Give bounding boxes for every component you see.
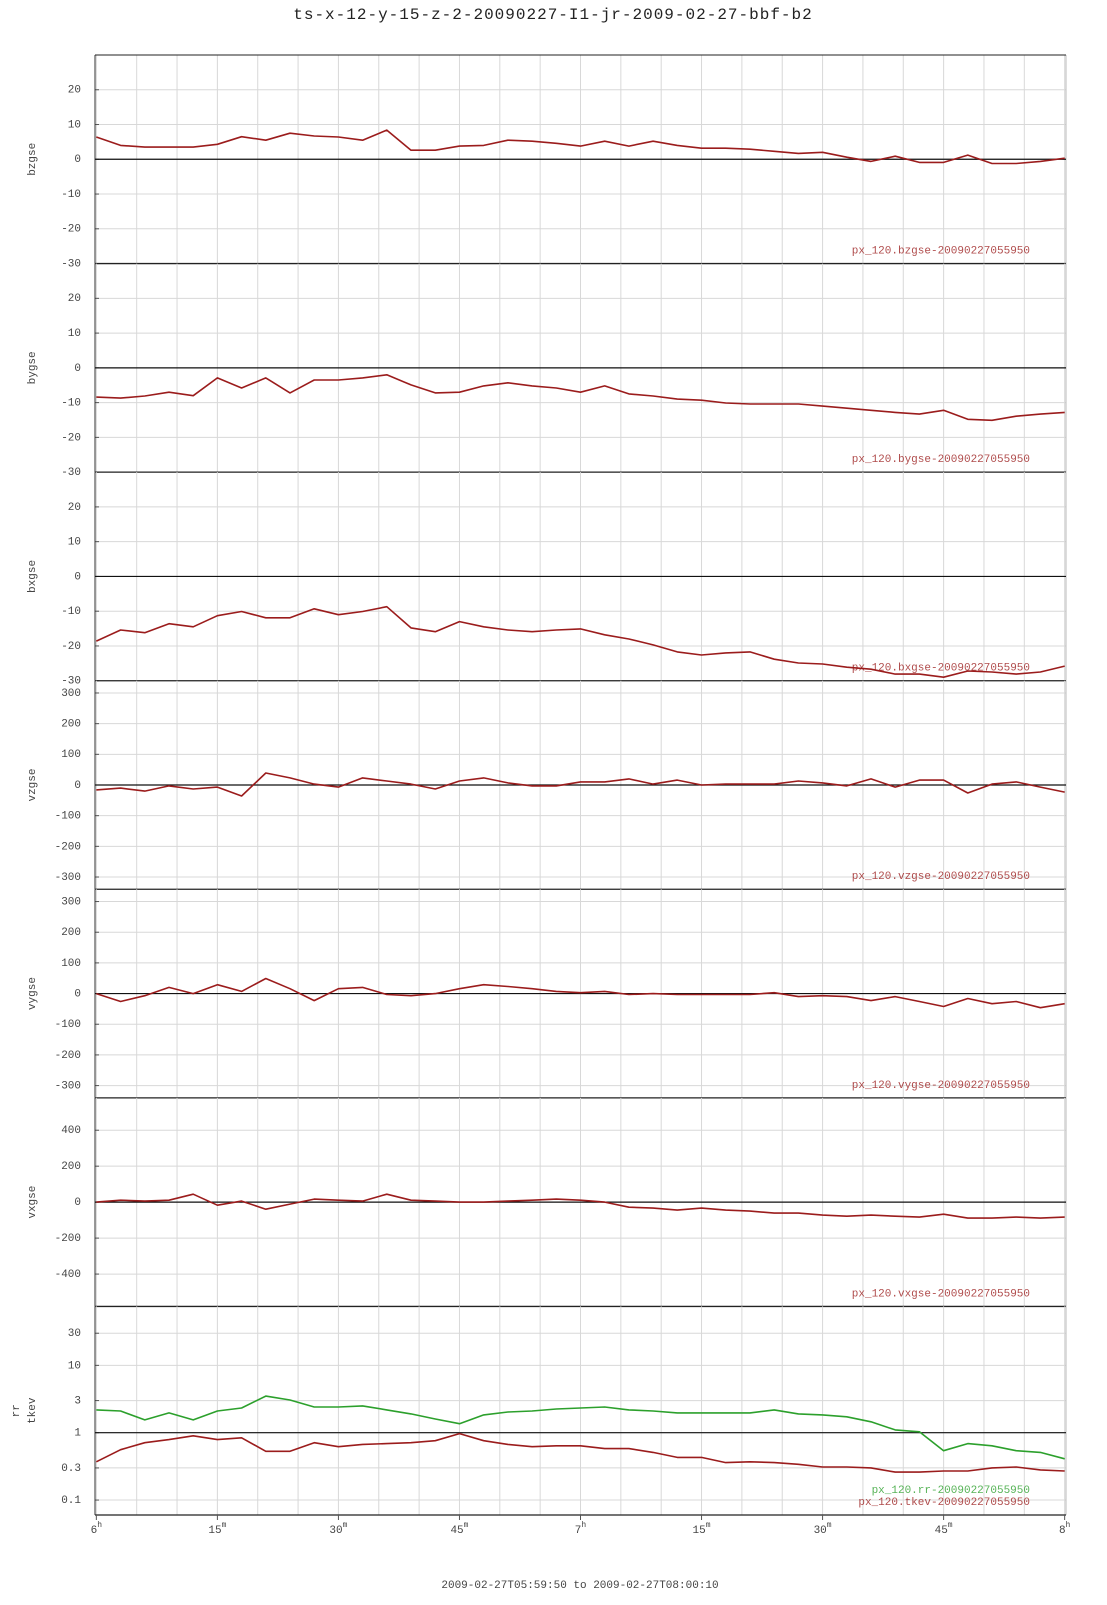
- y-tick-label: 10: [68, 328, 81, 340]
- series-line: [96, 1193, 1065, 1219]
- y-tick-label: -20: [61, 641, 81, 653]
- legend-entry: px_120.vygse-20090227055950: [852, 1080, 1030, 1092]
- y-axis-label: tkev: [27, 1397, 39, 1424]
- y-axis-label: vygse: [27, 977, 39, 1010]
- x-tick-label: 8h: [1059, 1521, 1071, 1537]
- y-tick-label: 3: [74, 1395, 81, 1407]
- legend-entry: px_120.bzgse-20090227055950: [852, 245, 1030, 257]
- y-tick-label: -20: [61, 224, 81, 236]
- y-tick-label: -10: [61, 189, 81, 201]
- x-tick-label: 15m: [693, 1521, 711, 1537]
- y-tick-label: 10: [68, 119, 81, 131]
- y-tick-label: 0: [74, 571, 81, 583]
- legend-entry: px_120.tkev-20090227055950: [858, 1497, 1030, 1509]
- y-tick-label: -300: [55, 872, 81, 884]
- y-tick-label: 0: [74, 780, 81, 792]
- y-axis-label: bzgse: [27, 143, 39, 176]
- y-tick-label: -200: [55, 841, 81, 853]
- legend-entry: px_120.bygse-20090227055950: [852, 454, 1030, 466]
- x-tick-label: 6h: [91, 1521, 103, 1537]
- series-line: [96, 1395, 1065, 1460]
- y-tick-label: 300: [61, 896, 81, 908]
- y-tick-label: -30: [61, 676, 81, 688]
- x-tick-label: 7h: [575, 1521, 587, 1537]
- series-line: [96, 129, 1065, 165]
- y-axis-label: rr: [11, 1404, 23, 1417]
- y-tick-label: -30: [61, 467, 81, 479]
- y-tick-label: -400: [55, 1269, 81, 1281]
- x-tick-label: 45m: [450, 1521, 468, 1537]
- y-tick-label: 0: [74, 363, 81, 375]
- y-tick-label: 100: [61, 749, 81, 761]
- y-tick-label: -100: [55, 1019, 81, 1031]
- x-tick-label: 15m: [208, 1521, 226, 1537]
- y-tick-label: 100: [61, 958, 81, 970]
- legend-entry: px_120.vxgse-20090227055950: [852, 1288, 1030, 1300]
- x-tick-label: 30m: [814, 1521, 832, 1537]
- y-axis-label: vxgse: [27, 1186, 39, 1219]
- series-line: [95, 605, 1065, 678]
- y-tick-label: 0: [74, 1197, 81, 1209]
- y-tick-label: 0: [74, 988, 81, 1000]
- y-tick-label: 20: [68, 85, 81, 97]
- y-axis-label: bygse: [27, 351, 39, 384]
- y-tick-label: 0.1: [61, 1495, 81, 1507]
- legend-entry: px_120.vzgse-20090227055950: [852, 871, 1030, 883]
- y-tick-label: 200: [61, 719, 81, 731]
- y-axis-label: bxgse: [27, 560, 39, 593]
- y-tick-label: -20: [61, 432, 81, 444]
- y-tick-label: -10: [61, 398, 81, 410]
- legend-entry: px_120.rr-20090227055950: [872, 1485, 1030, 1497]
- x-tick-label: 30m: [329, 1521, 347, 1537]
- y-tick-label: -10: [61, 606, 81, 618]
- y-tick-label: 200: [61, 1161, 81, 1173]
- y-tick-label: 0: [74, 154, 81, 166]
- y-tick-label: -30: [61, 258, 81, 270]
- y-tick-label: -200: [55, 1050, 81, 1062]
- y-tick-label: -100: [55, 811, 81, 823]
- y-tick-label: 30: [68, 1328, 81, 1340]
- y-tick-label: 400: [61, 1125, 81, 1137]
- y-tick-label: 10: [68, 537, 81, 549]
- legend-entry: px_120.bxgse-20090227055950: [852, 663, 1030, 675]
- y-tick-label: 0.3: [61, 1463, 81, 1475]
- series-line: [96, 772, 1065, 797]
- x-axis-label: 2009-02-27T05:59:50 to 2009-02-27T08:00:…: [441, 1580, 718, 1592]
- y-tick-label: 300: [61, 688, 81, 700]
- x-tick-label: 45m: [935, 1521, 953, 1537]
- y-tick-label: -200: [55, 1233, 81, 1245]
- y-tick-label: 1: [74, 1428, 81, 1440]
- series-line: [95, 1432, 1065, 1473]
- y-tick-label: 20: [68, 502, 81, 514]
- chart-title: ts-x-12-y-15-z-2-20090227-I1-jr-2009-02-…: [293, 6, 812, 24]
- y-tick-label: 200: [61, 927, 81, 939]
- series-line: [96, 374, 1065, 422]
- y-tick-label: -300: [55, 1080, 81, 1092]
- y-axis-label: vzgse: [27, 768, 39, 801]
- y-tick-label: 10: [68, 1360, 81, 1372]
- y-tick-label: 20: [68, 293, 81, 305]
- series-line: [96, 977, 1065, 1009]
